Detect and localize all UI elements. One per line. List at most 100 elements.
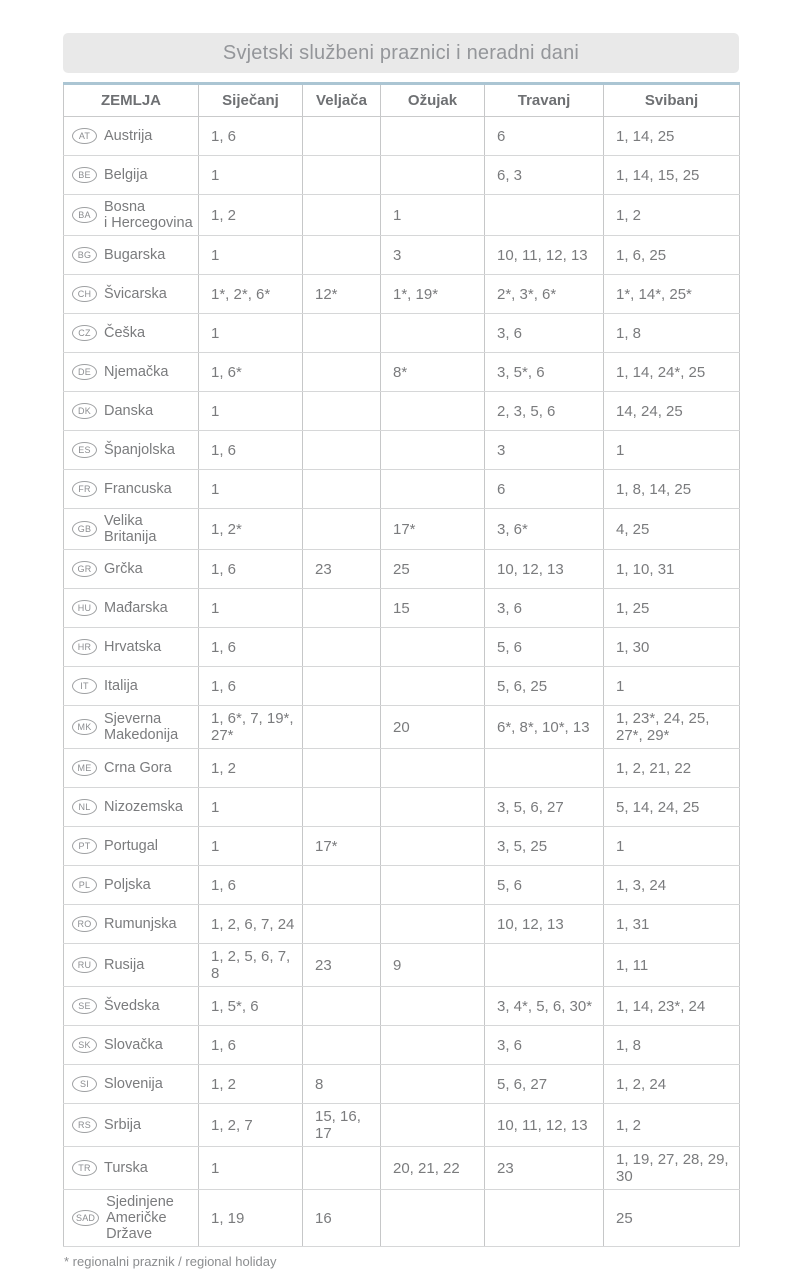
country-code-badge: GB <box>72 521 97 537</box>
month-cell <box>302 508 381 550</box>
country-code-badge: DK <box>72 403 97 419</box>
column-header-5: Svibanj <box>603 83 740 117</box>
month-cell <box>380 391 485 431</box>
month-cell <box>380 1189 485 1247</box>
month-cell: 25 <box>603 1189 740 1247</box>
month-cell <box>302 705 381 749</box>
country-cell-content: BG Bugarska <box>65 244 197 266</box>
month-cell <box>380 469 485 509</box>
month-cell: 1 <box>198 588 303 628</box>
country-cell: BG Bugarska <box>63 235 199 275</box>
country-code-badge: NL <box>72 799 97 815</box>
country-cell: RO Rumunjska <box>63 904 199 944</box>
month-cell: 23 <box>302 943 381 987</box>
month-cell: 10, 11, 12, 13 <box>484 235 604 275</box>
month-cell <box>380 826 485 866</box>
country-code-badge: ES <box>72 442 97 458</box>
month-cell: 1 <box>198 826 303 866</box>
table-row: PT Portugal 1 17* 3, 5, 25 1 <box>63 826 740 866</box>
month-cell <box>380 155 485 195</box>
table-row: GB Velika Britanija 1, 2* 17* 3, 6* 4, 25 <box>63 508 740 550</box>
column-header-4: Travanj <box>484 83 604 117</box>
month-cell: 6 <box>484 116 604 156</box>
country-cell: GR Grčka <box>63 549 199 589</box>
month-cell: 10, 12, 13 <box>484 549 604 589</box>
month-cell: 1 <box>198 1146 303 1190</box>
month-cell <box>302 235 381 275</box>
month-cell <box>380 313 485 353</box>
table-row: RS Srbija 1, 2, 7 15, 16, 17 10, 11, 12, 13 1… <box>63 1103 740 1147</box>
country-cell: RU Rusija <box>63 943 199 987</box>
country-cell: CH Švicarska <box>63 274 199 314</box>
month-cell <box>380 986 485 1026</box>
table-row: IT Italija 1, 6 5, 6, 25 1 <box>63 666 740 706</box>
month-cell: 1, 6 <box>198 549 303 589</box>
month-cell: 1 <box>198 391 303 431</box>
month-cell: 3, 4*, 5, 6, 30* <box>484 986 604 1026</box>
month-cell: 8 <box>302 1064 381 1104</box>
table-row: NL Nizozemska 1 3, 5, 6, 27 5, 14, 24, 25 <box>63 787 740 827</box>
month-cell <box>302 391 381 431</box>
country-cell-content: DK Danska <box>65 400 197 422</box>
country-cell: AT Austrija <box>63 116 199 156</box>
table-row: DE Njemačka 1, 6* 8* 3, 5*, 6 1, 14, 24*, 25 <box>63 352 740 392</box>
column-header-2: Veljača <box>302 83 381 117</box>
country-code-badge: ME <box>72 760 97 776</box>
table-row: PL Poljska 1, 6 5, 6 1, 3, 24 <box>63 865 740 905</box>
country-cell-content: RO Rumunjska <box>65 913 197 935</box>
country-cell-content: SI Slovenija <box>65 1073 197 1095</box>
month-cell: 3 <box>484 430 604 470</box>
month-cell: 1, 14, 24*, 25 <box>603 352 740 392</box>
country-code-badge: MK <box>72 719 97 735</box>
month-cell: 1 <box>198 235 303 275</box>
country-code-badge: TR <box>72 1160 97 1176</box>
table-row: SAD Sjedinjene Američke Države 1, 19 16 25 <box>63 1189 740 1247</box>
month-cell: 1, 14, 23*, 24 <box>603 986 740 1026</box>
month-cell <box>302 627 381 667</box>
month-cell: 14, 24, 25 <box>603 391 740 431</box>
month-cell: 25 <box>380 549 485 589</box>
month-cell: 1, 2, 7 <box>198 1103 303 1147</box>
month-cell <box>302 313 381 353</box>
month-cell: 1 <box>198 787 303 827</box>
month-cell: 1*, 2*, 6* <box>198 274 303 314</box>
month-cell: 1 <box>603 826 740 866</box>
country-cell: PT Portugal <box>63 826 199 866</box>
month-cell: 1, 14, 25 <box>603 116 740 156</box>
country-code-badge: BA <box>72 207 97 223</box>
month-cell <box>380 748 485 788</box>
month-cell: 3 <box>380 235 485 275</box>
country-name: Rumunjska <box>104 916 177 932</box>
country-cell-content: BE Belgija <box>65 164 197 186</box>
table-row: GR Grčka 1, 6 23 25 10, 12, 13 1, 10, 31 <box>63 549 740 589</box>
country-cell-content: TR Turska <box>65 1157 197 1179</box>
country-cell-content: FR Francuska <box>65 478 197 500</box>
month-cell: 3, 5*, 6 <box>484 352 604 392</box>
country-cell-content: CZ Češka <box>65 322 197 344</box>
month-cell: 12* <box>302 274 381 314</box>
country-name: Rusija <box>104 957 145 973</box>
country-cell-content: DE Njemačka <box>65 361 197 383</box>
month-cell: 1 <box>380 194 485 236</box>
country-cell: ES Španjolska <box>63 430 199 470</box>
country-cell-content: SE Švedska <box>65 995 197 1017</box>
month-cell: 1, 2 <box>603 194 740 236</box>
country-name: Turska <box>104 1160 148 1176</box>
month-cell: 1, 6 <box>198 116 303 156</box>
table-row: RU Rusija 1, 2, 5, 6, 7, 8 23 9 1, 11 <box>63 943 740 987</box>
column-header-1: Siječanj <box>198 83 303 117</box>
month-cell: 8* <box>380 352 485 392</box>
country-name: Belgija <box>104 167 148 183</box>
month-cell <box>302 865 381 905</box>
table-row: SI Slovenija 1, 2 8 5, 6, 27 1, 2, 24 <box>63 1064 740 1104</box>
month-cell: 6 <box>484 469 604 509</box>
country-name: Velika Britanija <box>104 513 157 545</box>
country-name: Slovačka <box>104 1037 163 1053</box>
month-cell: 1, 6 <box>198 627 303 667</box>
country-code-badge: GR <box>72 561 97 577</box>
table-row: TR Turska 1 20, 21, 22 23 1, 19, 27, 28, 29, … <box>63 1146 740 1190</box>
table-row: BE Belgija 1 6, 3 1, 14, 15, 25 <box>63 155 740 195</box>
country-cell: RS Srbija <box>63 1103 199 1147</box>
country-name: Francuska <box>104 481 172 497</box>
month-cell: 1, 6 <box>198 865 303 905</box>
